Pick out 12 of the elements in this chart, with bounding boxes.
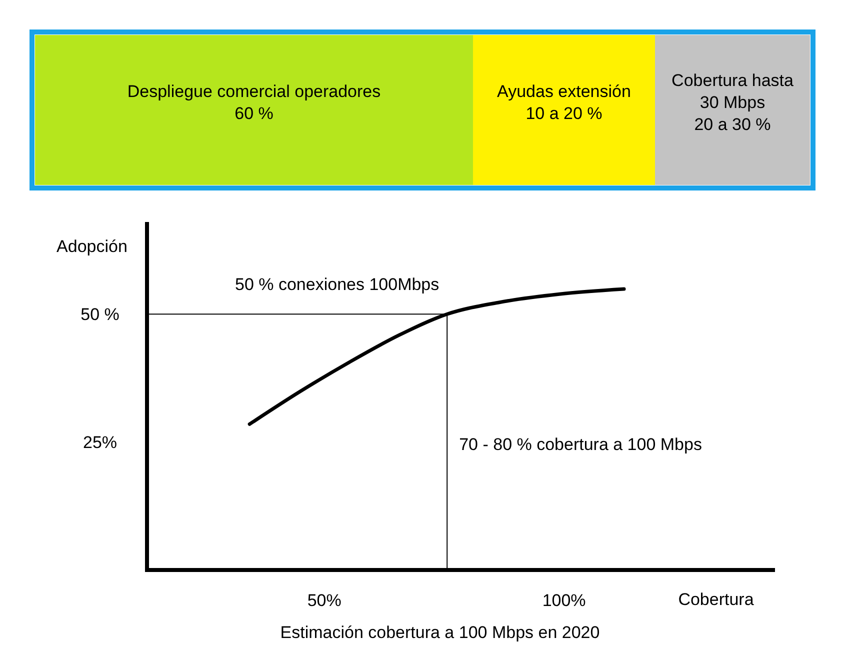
x-tick-label: 100%: [542, 591, 586, 610]
x-tick-label: 50%: [307, 591, 342, 610]
ref-line-label: 50 % conexiones 100Mbps: [235, 275, 440, 294]
y-tick-label: 25%: [82, 433, 118, 452]
text: Ayudas extensión 10 a 20 %: [497, 82, 631, 123]
y-tick-label: 50 %: [80, 305, 120, 324]
text: Cobertura hasta 30 Mbps 20 a 30 %: [672, 71, 794, 134]
text: Estimación cobertura a 100 Mbps en 2020: [280, 623, 600, 642]
ref-line-label: 70 - 80 % cobertura a 100 Mbps: [459, 435, 702, 454]
text: Despliegue comercial operadores 60 %: [127, 82, 381, 123]
x-axis-title: Cobertura: [678, 590, 754, 609]
y-axis-title: Adopción: [56, 237, 128, 256]
